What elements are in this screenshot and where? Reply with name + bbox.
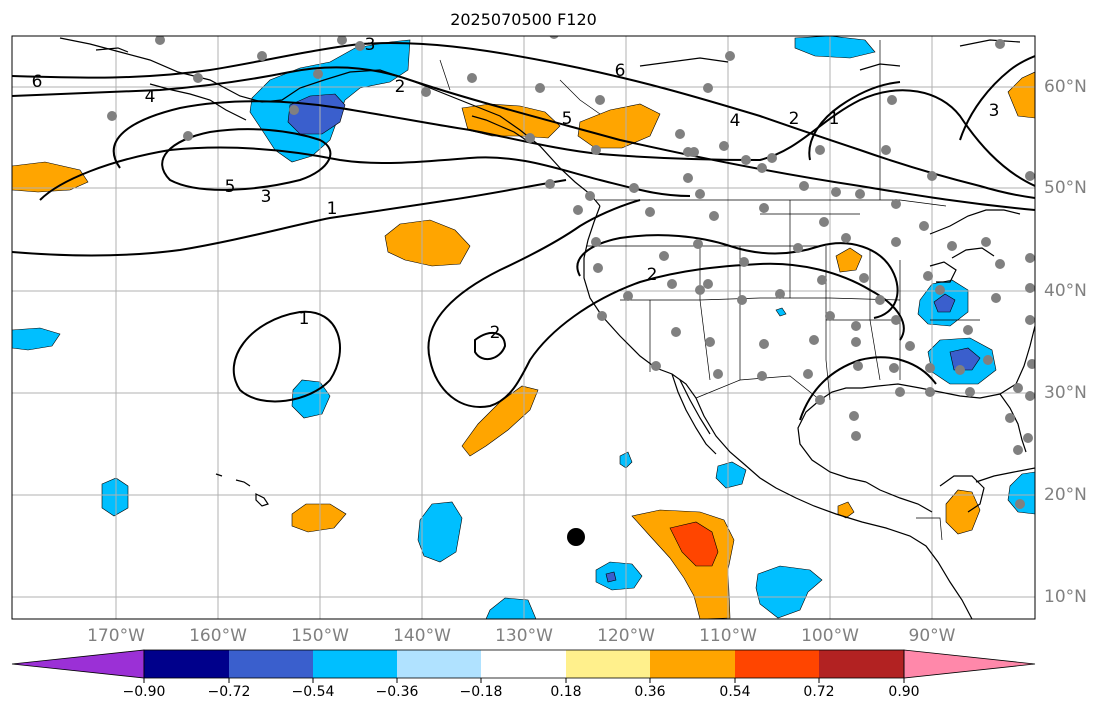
negative-anomaly-region <box>794 36 876 59</box>
map-frame <box>11 35 1036 620</box>
colorbar-low-extend <box>11 649 145 679</box>
colorbar-high-extend <box>903 649 1036 679</box>
location-marker <box>567 528 585 546</box>
positive-anomaly-region <box>837 501 855 519</box>
contour-label: 5 <box>562 109 573 129</box>
longitude-label: 140°W <box>393 626 451 646</box>
contour-label: 2 <box>395 77 406 97</box>
colorbar-tick-label: −0.18 <box>459 684 503 700</box>
negative-anomaly-region <box>485 597 537 619</box>
contour-label: 6 <box>615 61 626 81</box>
negative-anomaly-region <box>12 327 61 351</box>
strong-positive-anomaly-region <box>669 521 719 567</box>
positive-anomaly-region <box>384 219 471 267</box>
contour-label: 3 <box>989 101 1000 121</box>
positive-anomaly-region <box>461 385 539 457</box>
colorbar-segment <box>313 650 397 678</box>
contour-label: 6 <box>32 72 43 92</box>
longitude-label: 170°W <box>87 626 145 646</box>
negative-anomaly-region <box>715 461 747 489</box>
colorbar-tick-label: 0.90 <box>888 684 920 700</box>
contour-label: 2 <box>490 323 501 343</box>
latitude-label: 50°N <box>1044 178 1087 198</box>
colorbar-segment <box>735 650 819 678</box>
positive-anomaly-region <box>12 161 89 193</box>
height-contours <box>12 42 1035 421</box>
negative-anomaly-region <box>949 347 981 371</box>
longitude-label: 120°W <box>597 626 655 646</box>
positive-anomaly-region <box>835 247 863 273</box>
negative-anomaly-region <box>1007 471 1035 515</box>
positive-anomaly-region <box>945 489 981 535</box>
political-borders <box>439 40 980 541</box>
negative-anomaly-region <box>417 501 463 563</box>
longitude-label: 150°W <box>291 626 349 646</box>
longitude-label: 160°W <box>189 626 247 646</box>
colorbar-segment <box>650 650 735 678</box>
contour-label: 5 <box>225 177 236 197</box>
colorbar-segment <box>481 650 566 678</box>
negative-anomaly-region <box>605 571 617 583</box>
longitude-label: 110°W <box>699 626 757 646</box>
contour-label: 1 <box>327 199 338 219</box>
coastlines <box>59 37 1035 619</box>
colorbar <box>11 649 1036 683</box>
colorbar-tick-label: −0.36 <box>375 684 419 700</box>
contour-labels: 6 4 3 5 3 1 1 2 6 5 4 2 1 2 3 2 <box>32 35 1000 343</box>
colorbar-frame <box>143 649 905 679</box>
contour-label: 3 <box>261 187 272 207</box>
colorbar-tick-label: 0.18 <box>550 684 582 700</box>
latitude-label: 20°N <box>1044 485 1087 505</box>
colorbar-segment <box>397 650 481 678</box>
negative-anomaly-region <box>755 565 823 619</box>
colorbar-segment <box>566 650 650 678</box>
map-title: 2025070500 F120 <box>450 10 597 29</box>
latitude-label: 10°N <box>1044 587 1087 607</box>
contour-label: 4 <box>145 87 156 107</box>
longitude-label: 130°W <box>495 626 553 646</box>
gridlines <box>12 36 1035 619</box>
positive-anomaly-region <box>577 103 661 149</box>
latitude-label: 40°N <box>1044 281 1087 301</box>
contour-label: 1 <box>829 109 840 129</box>
negative-anomaly-region <box>933 293 956 313</box>
colorbar-tick-label: 0.72 <box>803 684 835 700</box>
negative-anomaly-region <box>101 477 129 517</box>
longitude-label: 90°W <box>908 626 956 646</box>
colorbar-segment <box>229 650 313 678</box>
colorbar-segment <box>144 650 229 678</box>
contour-label: 2 <box>789 109 800 129</box>
colorbar-tick-label: −0.90 <box>122 684 166 700</box>
colorbar-tick-label: −0.54 <box>291 684 335 700</box>
contour-label: 3 <box>365 35 376 55</box>
positive-anomaly-region <box>291 503 347 533</box>
negative-anomaly-region <box>775 307 787 317</box>
contour-label: 2 <box>647 265 658 285</box>
contour-label: 1 <box>299 309 310 329</box>
colorbar-tick-label: −0.72 <box>207 684 251 700</box>
contour-label: 4 <box>730 111 741 131</box>
latitude-label: 30°N <box>1044 383 1087 403</box>
latitude-label: 60°N <box>1044 77 1087 97</box>
positive-anomaly-region <box>1007 71 1035 119</box>
station-dots <box>107 36 1035 509</box>
colorbar-segment <box>819 650 904 678</box>
colorbar-tick-label: 0.54 <box>719 684 751 700</box>
negative-anomaly-region <box>595 561 643 591</box>
colorbar-tick-label: 0.36 <box>634 684 666 700</box>
longitude-label: 100°W <box>801 626 859 646</box>
